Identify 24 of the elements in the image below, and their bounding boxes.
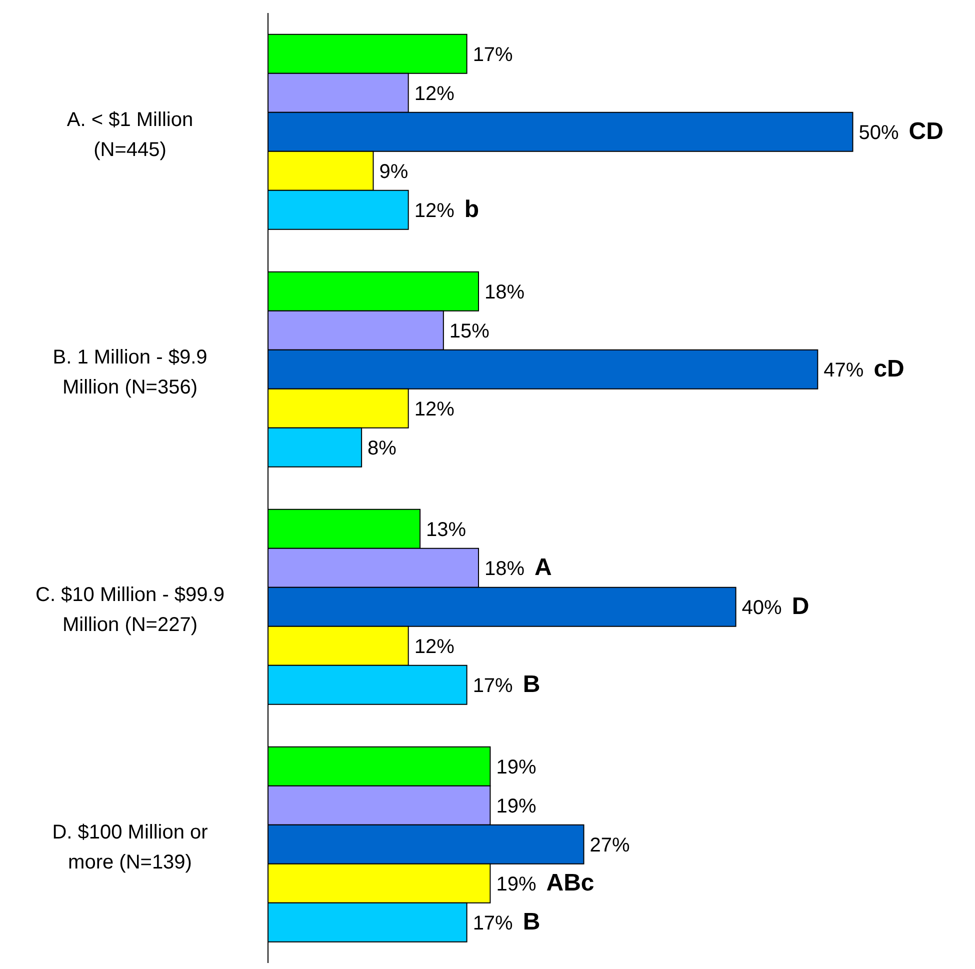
data-label: 12% [414, 398, 455, 420]
data-label: 18% A [484, 554, 552, 581]
data-label: 12% b [414, 196, 480, 223]
y-tick-label: D. $100 Million or more (N=139) [52, 821, 208, 874]
data-label: 19% [496, 756, 536, 778]
data-label: 18% [484, 281, 525, 304]
data-label: 12% [414, 82, 455, 105]
data-label: 8% [368, 437, 397, 460]
y-tick-label: B. 1 Million - $9.9 Million (N=356) [52, 346, 208, 398]
data-label: 17% B [472, 908, 540, 936]
data-label: 13% [426, 518, 466, 541]
data-label: 17% [472, 44, 514, 66]
data-label: 12% [414, 636, 455, 658]
data-label: 27% [590, 834, 630, 856]
y-tick-label: A. < $1 Million (N=445) [66, 108, 194, 161]
data-label: 19% ABc [496, 869, 594, 896]
data-label: 15% [449, 320, 490, 342]
data-label: 50% CD [858, 118, 944, 145]
data-label: 47% cD [824, 355, 904, 382]
data-label: 9% [379, 160, 408, 183]
y-tick-label: C. $10 Million - $99.9 Million (N=227) [36, 584, 224, 636]
data-label: 19% [496, 795, 536, 818]
data-label: 17% B [472, 670, 540, 698]
data-label: 40% D [742, 592, 810, 620]
